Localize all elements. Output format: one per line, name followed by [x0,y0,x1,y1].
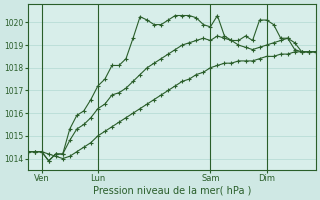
X-axis label: Pression niveau de la mer( hPa ): Pression niveau de la mer( hPa ) [92,186,251,196]
